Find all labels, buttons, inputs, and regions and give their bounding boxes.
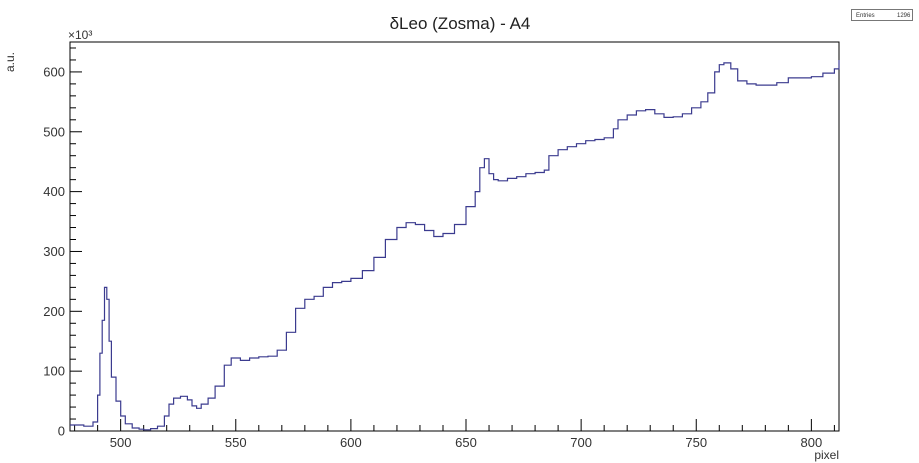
y-tick-label: 500 bbox=[43, 124, 65, 139]
y-axis-label: a.u. bbox=[3, 52, 17, 72]
stats-box: Entries 1296 bbox=[851, 9, 913, 21]
x-tick-label: 700 bbox=[570, 435, 592, 450]
y-tick-label: 300 bbox=[43, 244, 65, 259]
x-tick-label: 650 bbox=[455, 435, 477, 450]
x-tick-label: 800 bbox=[801, 435, 823, 450]
x-axis: 500 550 600 650 700 750 800 bbox=[74, 419, 835, 450]
x-axis-label: pixel bbox=[814, 448, 839, 462]
stats-entries-value: 1296 bbox=[897, 13, 911, 19]
x-tick-label: 550 bbox=[225, 435, 247, 450]
y-tick-label: 400 bbox=[43, 184, 65, 199]
y-axis-exponent: ×10³ bbox=[68, 28, 92, 42]
y-tick-label: 0 bbox=[58, 424, 65, 439]
x-tick-label: 600 bbox=[340, 435, 362, 450]
y-tick-label: 200 bbox=[43, 304, 65, 319]
stats-entries-label: Entries bbox=[856, 13, 875, 19]
chart-title: δLeo (Zosma) - A4 bbox=[390, 14, 531, 33]
x-tick-label: 750 bbox=[685, 435, 707, 450]
y-tick-label: 600 bbox=[43, 64, 65, 79]
y-tick-label: 100 bbox=[43, 364, 65, 379]
x-tick-label: 500 bbox=[110, 435, 132, 450]
series-line bbox=[70, 60, 840, 431]
plot-frame bbox=[69, 41, 840, 432]
y-axis: 0 100 200 300 400 500 600 bbox=[43, 47, 82, 439]
